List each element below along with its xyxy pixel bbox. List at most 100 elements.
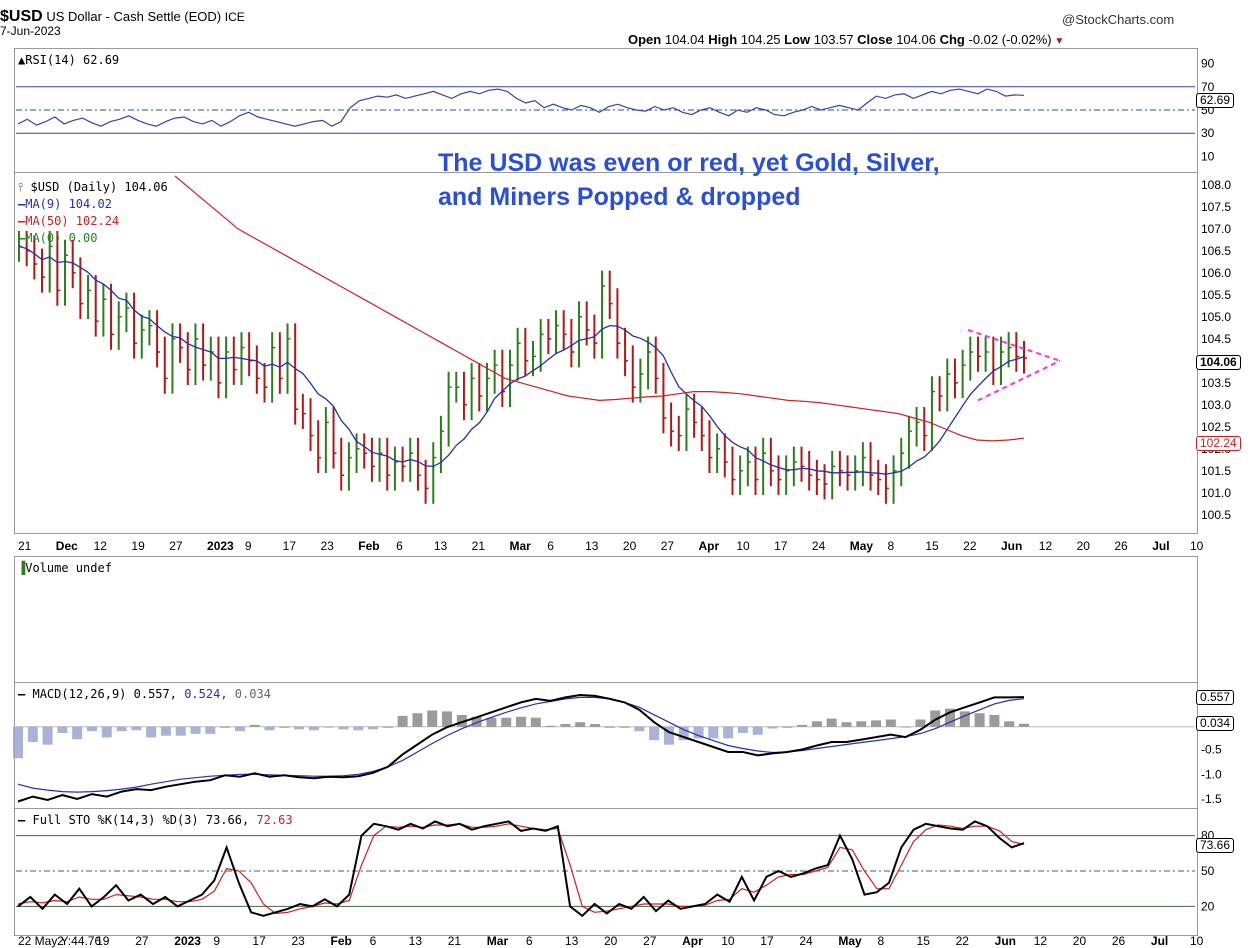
x-axis-tick-label: 6 [396,539,403,553]
price-tick-label: 102.5 [1201,420,1231,434]
x-axis-tick-label-bottom: 27 [135,934,149,948]
macd-histogram-bar [146,726,157,738]
macd-histogram-bar [1019,723,1029,727]
x-axis-tick-label: 13 [585,539,599,553]
price-legend-ma50: —MA(50) 102.24 [18,214,120,228]
x-axis-tick-label-bottom: 9 [213,934,220,948]
x-axis-tick-label: 20 [623,539,637,553]
x-axis-tick-label-bottom: Jul [1151,934,1168,948]
watermark: @StockCharts.com [1062,12,1175,27]
x-axis-tick-label-bottom: 22 May Y:44.76 [18,934,102,948]
sto-tick-label: 20 [1201,899,1215,913]
price-tick-label: 101.0 [1201,486,1231,500]
x-axis-tick-label: 10 [1190,539,1204,553]
rsi-tick-label: 10 [1201,149,1215,163]
price-tick-label: 104.5 [1201,332,1231,346]
ma9-line [18,245,1025,475]
price-tick-label: 105.0 [1201,310,1231,324]
x-axis-tick-label-bottom: 2 [57,934,64,948]
x-axis-tick-label-bottom: 17 [252,934,266,948]
symbol: $USD [0,8,43,25]
instrument-name: US Dollar - Cash Settle (EOD) [46,9,222,24]
price-tick-label: 108.0 [1201,178,1231,192]
x-axis-tick-label-bottom: 19 [96,934,110,948]
x-axis-tick-label-bottom: 23 [291,934,305,948]
x-axis-tick-label: 21 [18,539,32,553]
triangle-lower-line [977,359,1061,402]
x-axis-tick-label: Jun [1001,539,1022,553]
price-legend-ma0: —MA(0) 0.00 [18,231,98,245]
price-tick-label: 100.5 [1201,508,1231,522]
price-tick-label: 106.5 [1201,244,1231,258]
macd-histogram-bar [856,721,867,727]
x-axis-tick-label: Apr [699,539,720,553]
macd-histogram-bar [826,718,837,727]
x-axis-tick-label-bottom: 15 [917,934,931,948]
annotation-line-1: The USD was even or red, yet Gold, Silve… [438,149,940,177]
x-axis-tick-label-bottom: 12 [1034,934,1048,948]
x-axis-tick-label: 17 [283,539,297,553]
macd-histogram-bar [382,726,393,728]
macd-histogram-bar [234,726,245,732]
macd-histogram-bar [649,726,660,741]
macd-histogram-bar [530,717,541,727]
x-axis-tick-label: 21 [472,539,486,553]
macd-histogram-bar [989,714,1000,727]
macd-histogram-bar [101,726,112,738]
x-axis-tick-label: 9 [245,539,252,553]
rsi-legend: ▲RSI(14) 62.69 [18,53,120,67]
rsi-tick-label: 70 [1201,80,1215,94]
x-axis-tick-label: 10 [736,539,750,553]
macd-histogram-bar [442,711,453,727]
macd-histogram-bar [545,725,556,727]
macd-histogram-bar [560,723,571,727]
x-axis-tick-label: 8 [888,539,895,553]
macd-histogram-bar [959,711,970,727]
x-axis-tick-label: 17 [774,539,788,553]
macd-histogram-bar [737,726,748,733]
ohlc-readout: Open 104.04 High 104.25 Low 103.57 Close… [628,32,1065,47]
macd-histogram-bar [663,726,674,745]
x-axis-tick-label-bottom: 27 [643,934,657,948]
x-axis-tick-label-bottom: 20 [1073,934,1087,948]
macd-hist-value-tag: 0.034 [1196,716,1235,731]
x-axis-tick-label: 12 [1039,539,1053,553]
x-axis-tick-label-bottom: 6 [370,934,377,948]
macd-histogram-bar [619,726,630,728]
macd-histogram-bar [412,713,423,727]
volume-legend: ▐Volume undef [18,561,112,575]
price-legend-series: ⫯ $USD (Daily) 104.06 [18,180,168,194]
macd-histogram-bar [160,726,171,736]
macd-histogram-bar [945,708,956,727]
price-tick-label: 105.5 [1201,288,1231,302]
x-axis-tick-label: 2023 [207,539,234,553]
rsi-triangle-icon: ▲ [18,53,26,67]
macd-histogram-bar [501,717,512,727]
macd-histogram-bar [767,726,778,729]
macd-histogram-bar [220,726,231,728]
chart-header: $USD US Dollar - Cash Settle (EOD) ICE [0,8,245,26]
macd-histogram-bar [190,726,201,734]
sto-k-line [17,820,1025,918]
macd-histogram-bar [811,721,822,727]
x-axis-tick-label-bottom: Feb [331,934,352,948]
macd-histogram-bar [353,726,364,731]
macd-histogram-bar [723,726,734,739]
macd-signal-line [17,696,1025,793]
rsi-last-value-tag: 62.69 [1196,93,1235,108]
macd-histogram-bar [693,726,704,739]
macd-histogram-bar [279,726,290,728]
rsi-tick-label: 30 [1201,126,1215,140]
price-tick-label: 103.0 [1201,398,1231,412]
x-axis-tick-label-bottom: 26 [1112,934,1126,948]
macd-histogram-bar [368,726,379,730]
macd-histogram-bar [634,726,645,732]
x-axis-tick-label-bottom: 22 [956,934,970,948]
x-axis-tick-label: Mar [509,539,531,553]
x-axis-tick-label: 6 [547,539,554,553]
x-axis-tick-label: 20 [1077,539,1091,553]
macd-histogram-bar [72,726,83,740]
x-axis-tick-label: 15 [925,539,939,553]
price-tick-label: 106.0 [1201,266,1231,280]
x-axis-tick-label-bottom: 8 [877,934,884,948]
